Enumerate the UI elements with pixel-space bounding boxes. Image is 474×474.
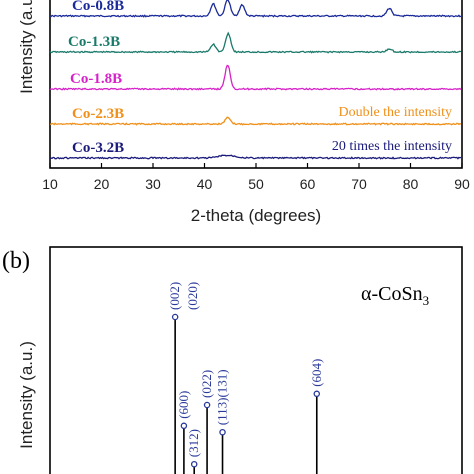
x-tick-label: 40 — [197, 176, 213, 192]
panel-a-notes: Double the intensity 20 times the intensi… — [332, 105, 452, 154]
series-trace-co-1-8b — [49, 64, 462, 91]
panel-a: Co-0.8B Co-1.3B Co-1.8B Co-2.3B Co-3.2B Doub… — [17, 0, 470, 225]
series-label-co-1-3b: Co-1.3B — [68, 34, 120, 50]
panel-b-frame — [49, 246, 463, 474]
series-note-co-2-3b: Double the intensity — [338, 105, 452, 120]
peak-hkl-label: (020) — [185, 282, 200, 310]
reference-peak-marker — [190, 460, 198, 468]
x-tick-label: 90 — [454, 176, 470, 192]
panel-a-series-labels: Co-0.8B Co-1.3B Co-1.8B Co-2.3B Co-3.2B — [68, 0, 124, 156]
panel-b-peaks — [171, 313, 321, 474]
phase-name: α-CoSn — [361, 283, 423, 305]
panel-a-x-axis-label: 2-theta (degrees) — [191, 206, 321, 225]
series-trace-co-1-3b — [49, 31, 462, 54]
peak-hkl-label: (113)(131) — [215, 369, 230, 425]
peak-hkl-label: (002) — [167, 282, 182, 310]
reference-peak-marker — [180, 422, 188, 430]
series-trace-co-2-3b — [49, 116, 462, 126]
phase-subscript: 3 — [423, 293, 430, 308]
panel-a-y-axis-label: Intensity (a.u.) — [17, 0, 36, 94]
panel-b-label: (b) — [2, 248, 30, 274]
series-label-co-0-8b: Co-0.8B — [72, 0, 124, 14]
reference-peak-marker — [171, 313, 179, 321]
peak-hkl-label: (600) — [176, 391, 191, 419]
peak-hkl-label: (022) — [199, 370, 214, 398]
series-note-co-3-2b: 20 times the intensity — [332, 139, 452, 154]
x-tick-label: 10 — [42, 176, 58, 192]
series-label-co-3-2b: Co-3.2B — [72, 140, 124, 156]
x-tick-label: 50 — [248, 176, 264, 192]
panel-a-x-ticks: 10 20 30 40 50 60 70 80 90 — [42, 163, 470, 192]
peak-hkl-label: (312) — [186, 429, 201, 457]
panel-b: (b) α-CoSn3 (002) (020) (600) (312) (022) (11… — [2, 246, 463, 474]
reference-peak-marker — [219, 428, 226, 436]
x-tick-label: 20 — [94, 176, 110, 192]
x-tick-label: 30 — [145, 176, 161, 192]
reference-peak-marker — [313, 390, 321, 398]
x-tick-label: 60 — [300, 176, 316, 192]
reference-peak-marker — [203, 401, 211, 409]
panel-b-phase-label: α-CoSn3 — [361, 283, 429, 308]
panel-a-traces — [49, 0, 462, 160]
panel-b-peak-labels: (002) (020) (600) (312) (022) (113)(131) (604) — [167, 282, 324, 457]
panel-b-y-axis-label: Intensity (a.u.) — [17, 341, 36, 449]
series-label-co-2-3b: Co-2.3B — [72, 106, 124, 122]
x-tick-label: 80 — [403, 176, 419, 192]
series-trace-co-0-8b — [49, 0, 462, 18]
series-label-co-1-8b: Co-1.8B — [70, 71, 122, 87]
peak-hkl-label: (604) — [309, 359, 324, 387]
x-tick-label: 70 — [351, 176, 367, 192]
series-trace-co-3-2b — [49, 154, 462, 160]
